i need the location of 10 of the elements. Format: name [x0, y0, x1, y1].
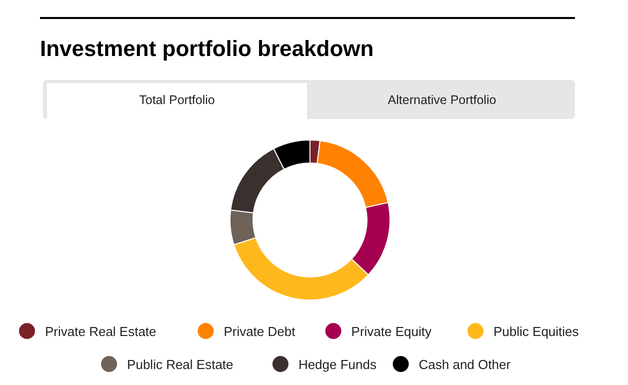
text: Alternative Portfolio [388, 93, 496, 107]
text: Total Portfolio [139, 93, 215, 107]
legend-label: Cash and Other [418, 357, 512, 372]
chart-title: Investment portfolio breakdown [40, 36, 374, 61]
legend-label: Private Debt [224, 324, 296, 339]
legend-label: Private Real Estate [45, 324, 156, 339]
legend-label: Hedge Funds [298, 357, 377, 372]
legend-label: Public Equities [494, 324, 580, 339]
legend-label: Public Real Estate [127, 357, 234, 372]
legend-label: Private Equity [351, 324, 432, 339]
